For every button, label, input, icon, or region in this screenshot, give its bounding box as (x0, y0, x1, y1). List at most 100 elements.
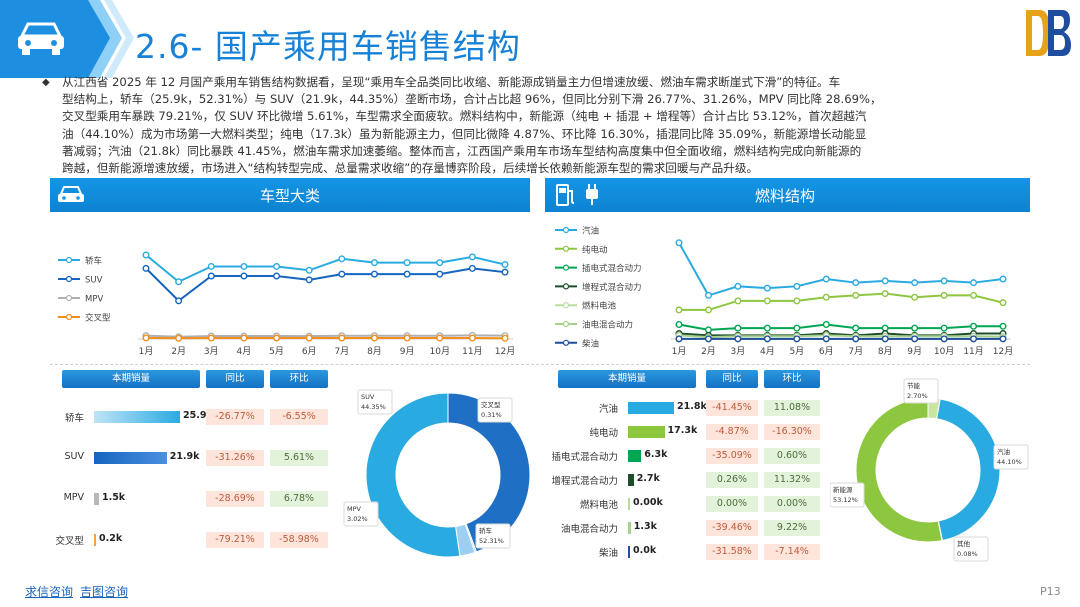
yoy-cell: -39.46% (706, 520, 758, 536)
x-tick-label: 6月 (819, 346, 834, 357)
row-label: MPV (63, 492, 84, 503)
yoy-cell: -28.69% (206, 491, 264, 507)
summary-line: 从江西省 2025 年 12 月国产乘用车销售结构数据看，呈现“乘用车全品类同比… (62, 75, 841, 89)
data-point (273, 334, 281, 342)
volume-value: 2.7k (636, 473, 660, 484)
data-point (468, 264, 476, 272)
data-point (999, 299, 1007, 307)
summary-line: 交叉型乘用车暴跌 79.21%，仅 SUV 环比微增 5.61%，车型需求全面疲… (62, 109, 867, 124)
mom-cell: -6.55% (270, 409, 328, 425)
data-point (142, 334, 150, 342)
x-tick-label: 3月 (731, 346, 746, 357)
row-label: 插电式混合动力 (551, 452, 618, 463)
right-donut-chart: 节能 2.70% 汽油 44.10% 新能源 53.12% 其他 0.08% (830, 378, 1029, 562)
donut-label-box (343, 501, 379, 527)
mom-cell: 11.32% (764, 472, 820, 488)
yoy-cell: 0.26% (706, 472, 758, 488)
col-head-mom: 环比 (764, 370, 820, 388)
series-line (145, 334, 506, 338)
volume-bar (628, 426, 665, 438)
summary-line: 跨越，但新能源增速放缓，市场进入“结构转型完成、总量需求收缩”的存量博弈阶段，后… (62, 161, 759, 176)
data-point (240, 272, 248, 280)
row-label: 纯电动 (589, 428, 618, 439)
donut-label-name: 轿车 (479, 526, 493, 535)
volume-bar (628, 546, 630, 558)
data-point (852, 279, 860, 287)
donut-slice (855, 397, 943, 543)
series-line (678, 242, 1004, 297)
data-point (940, 324, 948, 332)
donut-label-name: 交叉型 (481, 400, 501, 409)
data-point (436, 270, 444, 278)
footer-link-jitu[interactable]: 吉图咨询 (80, 585, 129, 599)
row-label: 汽油 (598, 404, 618, 415)
data-point (911, 279, 919, 287)
legend-label: 汽油 (582, 226, 599, 237)
data-point (370, 334, 378, 342)
x-tick-label: 2月 (171, 346, 186, 357)
data-point (338, 255, 346, 263)
volume-bar (94, 411, 180, 423)
x-tick-label: 10月 (934, 346, 954, 357)
mom-cell: -7.14% (764, 544, 820, 560)
mom-cell: -16.30% (764, 424, 820, 440)
volume-value: 1.3k (633, 521, 657, 532)
data-point (675, 239, 683, 247)
data-point (403, 270, 411, 278)
series-line (145, 254, 506, 283)
legend-marker (65, 275, 73, 283)
volume-value: 21.9k (169, 451, 200, 462)
data-point (822, 335, 830, 343)
donut-label-pct: 53.12% (833, 496, 858, 504)
donut-slice (365, 392, 461, 558)
data-point (793, 297, 801, 305)
legend-label: 交叉型 (85, 313, 111, 324)
data-point (305, 266, 313, 274)
x-tick-label: 2月 (701, 346, 716, 357)
yoy-cell: -26.77% (206, 409, 264, 425)
volume-value: 0.0k (633, 545, 657, 556)
data-point (970, 291, 978, 299)
legend-label: 纯电动 (582, 244, 608, 255)
summary-line: 著减弱；汽油（21.8k）同比暴跌 41.45%，燃油车需求加速萎缩。整体而言，… (62, 143, 862, 158)
data-point (881, 277, 889, 285)
data-point (881, 290, 889, 298)
data-point (305, 334, 313, 342)
mom-cell: 0.60% (764, 448, 820, 464)
legend-marker (65, 256, 73, 264)
car-icon (58, 186, 84, 202)
volume-bar (94, 452, 167, 464)
data-point (675, 306, 683, 314)
mom-cell: 9.22% (764, 520, 820, 536)
volume-bar (628, 450, 642, 462)
data-point (240, 334, 248, 342)
data-point (911, 335, 919, 343)
data-point (305, 276, 313, 284)
volume-bar (628, 402, 674, 414)
x-tick-label: 6月 (302, 346, 317, 357)
yoy-cell: -35.09% (706, 448, 758, 464)
legend-label: 柴油 (582, 338, 599, 349)
data-point (501, 261, 509, 269)
legend-label: 增程式混合动力 (582, 282, 642, 293)
data-point (763, 284, 771, 292)
left-donut-chart: SUV 44.35% 交叉型 0.31% MPV 3.02% 轿车 52.31% (343, 389, 531, 558)
volume-bar (628, 498, 630, 510)
footer-link-qiuxin[interactable]: 求信咨询 (25, 585, 74, 599)
x-tick-label: 8月 (367, 346, 382, 357)
data-point (142, 251, 150, 259)
data-point (970, 279, 978, 287)
car-icon (18, 22, 64, 55)
data-point (734, 282, 742, 290)
left-panel-title: 车型大类 (260, 187, 321, 205)
legend-label: SUV (85, 276, 103, 286)
col-head-mom: 环比 (270, 370, 328, 388)
donut-label-box (475, 523, 511, 549)
volume-bar (628, 522, 631, 534)
x-tick-label: 9月 (400, 346, 415, 357)
x-tick-label: 9月 (907, 346, 922, 357)
right-panel-header: 燃料结构 (545, 178, 1030, 212)
data-point (852, 324, 860, 332)
data-point (822, 320, 830, 328)
data-point (273, 262, 281, 270)
